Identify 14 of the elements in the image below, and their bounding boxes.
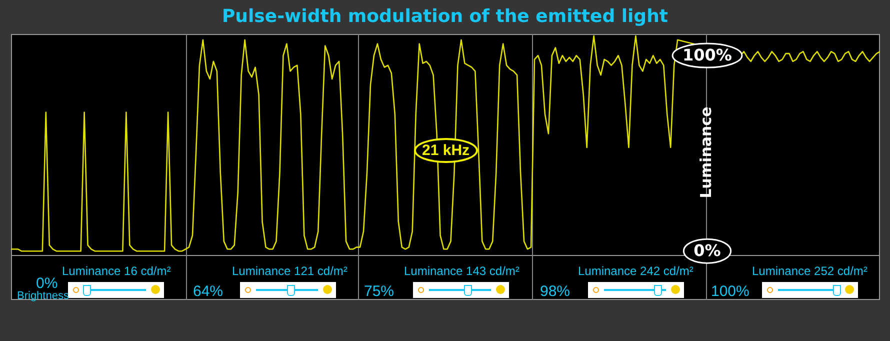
- text: 0%: [36, 275, 58, 292]
- chart-title: Pulse-width modulation of the emitted light: [220, 6, 669, 27]
- text: Luminance 121 cd/m²: [232, 264, 348, 278]
- text: Luminance 16 cd/m²: [62, 264, 171, 278]
- text: 98%: [540, 283, 570, 300]
- text: Luminance 143 cd/m²: [404, 264, 520, 278]
- text: Luminance 252 cd/m²: [752, 264, 868, 278]
- text: 100%: [711, 283, 750, 300]
- text: 64%: [193, 283, 224, 300]
- text: 75%: [364, 283, 394, 300]
- text: Brightness: [17, 290, 69, 302]
- y-axis-title: Luminance: [697, 106, 716, 198]
- text: Luminance 242 cd/m²: [578, 264, 694, 278]
- annotation: 21 kHz: [414, 138, 478, 163]
